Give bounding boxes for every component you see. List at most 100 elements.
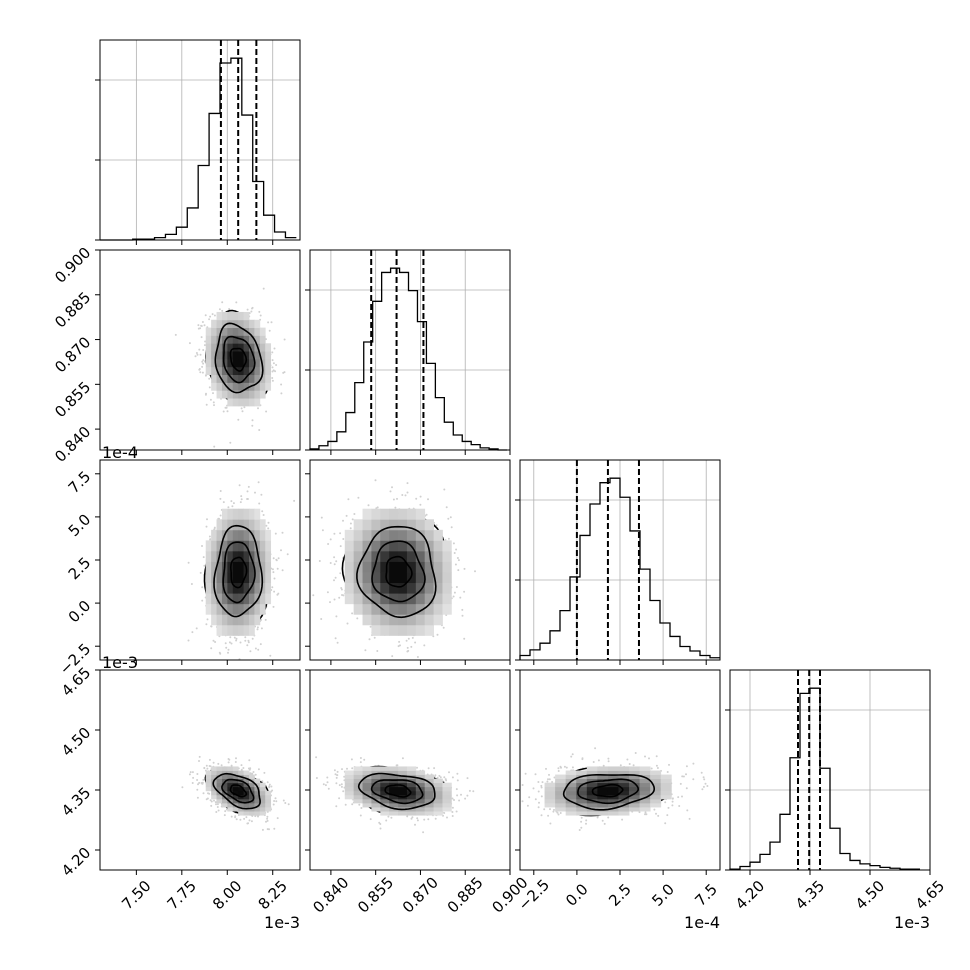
density-cell — [353, 770, 363, 775]
density-cell — [232, 327, 239, 336]
density-cell — [380, 811, 390, 816]
density-cell — [576, 778, 588, 784]
x-offset-label: 1e-3 — [894, 913, 930, 932]
density-cell — [221, 798, 228, 804]
density-cell — [238, 786, 244, 792]
y-tick-label: 4.20 — [58, 844, 94, 880]
density-cell — [249, 351, 255, 360]
density-cell — [232, 778, 239, 784]
density-cell — [597, 811, 609, 816]
density-cell — [586, 782, 598, 788]
density-cell — [424, 790, 434, 796]
density-cell — [353, 790, 363, 796]
density-cell — [442, 782, 452, 788]
density-cell — [415, 778, 426, 784]
density-cell — [362, 778, 372, 784]
density-cell — [362, 508, 372, 520]
density-cell — [442, 807, 452, 812]
density-cell — [555, 786, 567, 792]
density-cell — [398, 790, 408, 796]
y-tick-label: 0.900 — [51, 244, 94, 287]
density-cell — [238, 529, 244, 541]
x-tick-label: 0.840 — [309, 873, 352, 916]
density-cell — [371, 770, 381, 775]
density-cell — [362, 582, 372, 594]
contour-0 — [385, 555, 413, 588]
density-cell — [371, 572, 381, 584]
density-cell — [565, 774, 577, 780]
density-cell — [424, 786, 434, 792]
y-tick-label: 0.885 — [51, 288, 94, 331]
density-cell — [555, 778, 567, 784]
density-cell — [415, 529, 426, 541]
x-tick-label: 4.20 — [732, 877, 768, 913]
density-cell — [216, 798, 223, 804]
hist-frame-0 — [99, 39, 301, 241]
density-cell — [216, 351, 223, 360]
density-cell — [433, 540, 443, 552]
density-cell — [362, 614, 372, 626]
density-cell — [254, 358, 261, 368]
density-cell — [362, 794, 372, 800]
density-cell — [265, 582, 272, 594]
density-cell — [389, 766, 399, 771]
density-cell — [221, 508, 228, 520]
density-cell — [555, 782, 567, 788]
contour-1 — [577, 778, 640, 805]
density-cell — [227, 540, 234, 552]
density-cell — [576, 811, 588, 816]
contour-1 — [370, 779, 424, 805]
contour-2 — [213, 524, 264, 618]
density-cell — [650, 786, 662, 792]
density-cell — [618, 794, 630, 800]
contour-0 — [229, 784, 248, 798]
density-cell — [249, 540, 255, 552]
density-cell — [565, 794, 577, 800]
density-cell — [249, 794, 255, 800]
density-cell — [211, 335, 217, 344]
density-cell — [433, 603, 443, 615]
density-cell — [238, 374, 244, 383]
density-cell — [238, 807, 244, 812]
density-cell — [629, 807, 641, 812]
density-panel-2-3 — [515, 669, 721, 875]
density-cell — [205, 572, 212, 584]
density-cell — [232, 572, 239, 584]
density-cell — [211, 561, 217, 573]
density-cell — [238, 624, 244, 636]
density-cell — [576, 770, 588, 775]
density-cell — [618, 807, 630, 812]
density-cell — [249, 624, 255, 636]
density-cell — [249, 614, 255, 626]
density-cell — [254, 603, 261, 615]
hist-steps-0 — [100, 57, 297, 241]
density-cell — [415, 811, 426, 816]
density-cell — [389, 519, 399, 531]
density-cell — [205, 561, 212, 573]
density-cell — [406, 593, 417, 605]
density-cell — [442, 540, 452, 552]
density-content — [181, 755, 290, 831]
density-cell — [415, 770, 426, 775]
density-cell — [243, 319, 250, 329]
density-cell — [227, 398, 234, 407]
density-cell — [639, 778, 651, 784]
density-cell — [371, 582, 381, 594]
density-cell — [555, 774, 567, 780]
density-cell — [221, 802, 228, 808]
density-cell — [238, 603, 244, 615]
density-cell — [639, 802, 651, 808]
contour-1 — [222, 541, 256, 604]
density-cell — [344, 561, 355, 573]
density-cell — [433, 778, 443, 784]
density-cell — [254, 550, 261, 562]
contour-1 — [222, 335, 256, 384]
density-cell — [544, 798, 556, 804]
density-cell — [433, 790, 443, 796]
density-cell — [629, 782, 641, 788]
density-cell — [555, 802, 567, 808]
density-cell — [380, 807, 390, 812]
density-cell — [380, 603, 390, 615]
density-cell — [211, 550, 217, 562]
density-cell — [639, 807, 651, 812]
